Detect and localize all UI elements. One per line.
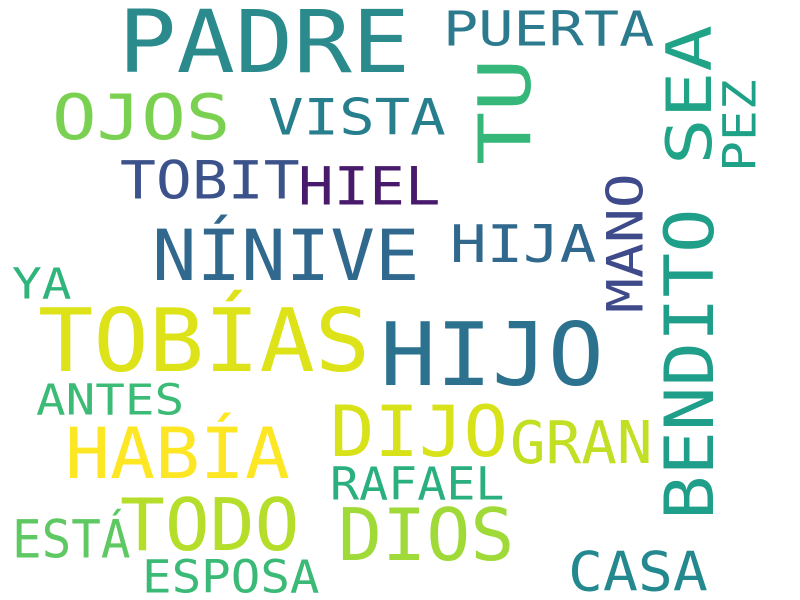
word-ninive: NÍNIVE (152, 215, 420, 298)
word-hiel: HIEL (298, 156, 441, 218)
word-ojos: OJOS (52, 82, 231, 155)
word-mano: MANO (595, 173, 655, 313)
word-pez: PEZ (713, 79, 767, 172)
word-esta: ESTÁ (12, 509, 131, 571)
word-vista: VISTA (268, 87, 446, 147)
word-esposa: ESPOSA (142, 550, 320, 600)
word-tobias: TOBÍAS (38, 290, 371, 392)
word-ya: YA (12, 259, 72, 310)
word-antes: ANTES (36, 375, 185, 426)
word-gran: GRAN (510, 408, 653, 478)
word-padre: PADRE (118, 0, 411, 93)
word-tu: TU (463, 58, 548, 165)
word-todo: TODO (120, 483, 300, 568)
word-hijo: HIJO (380, 304, 604, 406)
word-casa: CASA (568, 539, 708, 600)
word-rafael: RAFAEL (330, 457, 505, 511)
word-dios: DIOS (338, 493, 515, 578)
word-bendito: BENDITO (650, 208, 730, 521)
word-tobit: TOBIT (120, 150, 300, 212)
word-puerta: PUERTA (443, 1, 655, 58)
word-hija: HIJA (450, 215, 597, 276)
word-dijo: DIJO (330, 391, 509, 474)
word-habia: HABÍA (65, 413, 290, 496)
